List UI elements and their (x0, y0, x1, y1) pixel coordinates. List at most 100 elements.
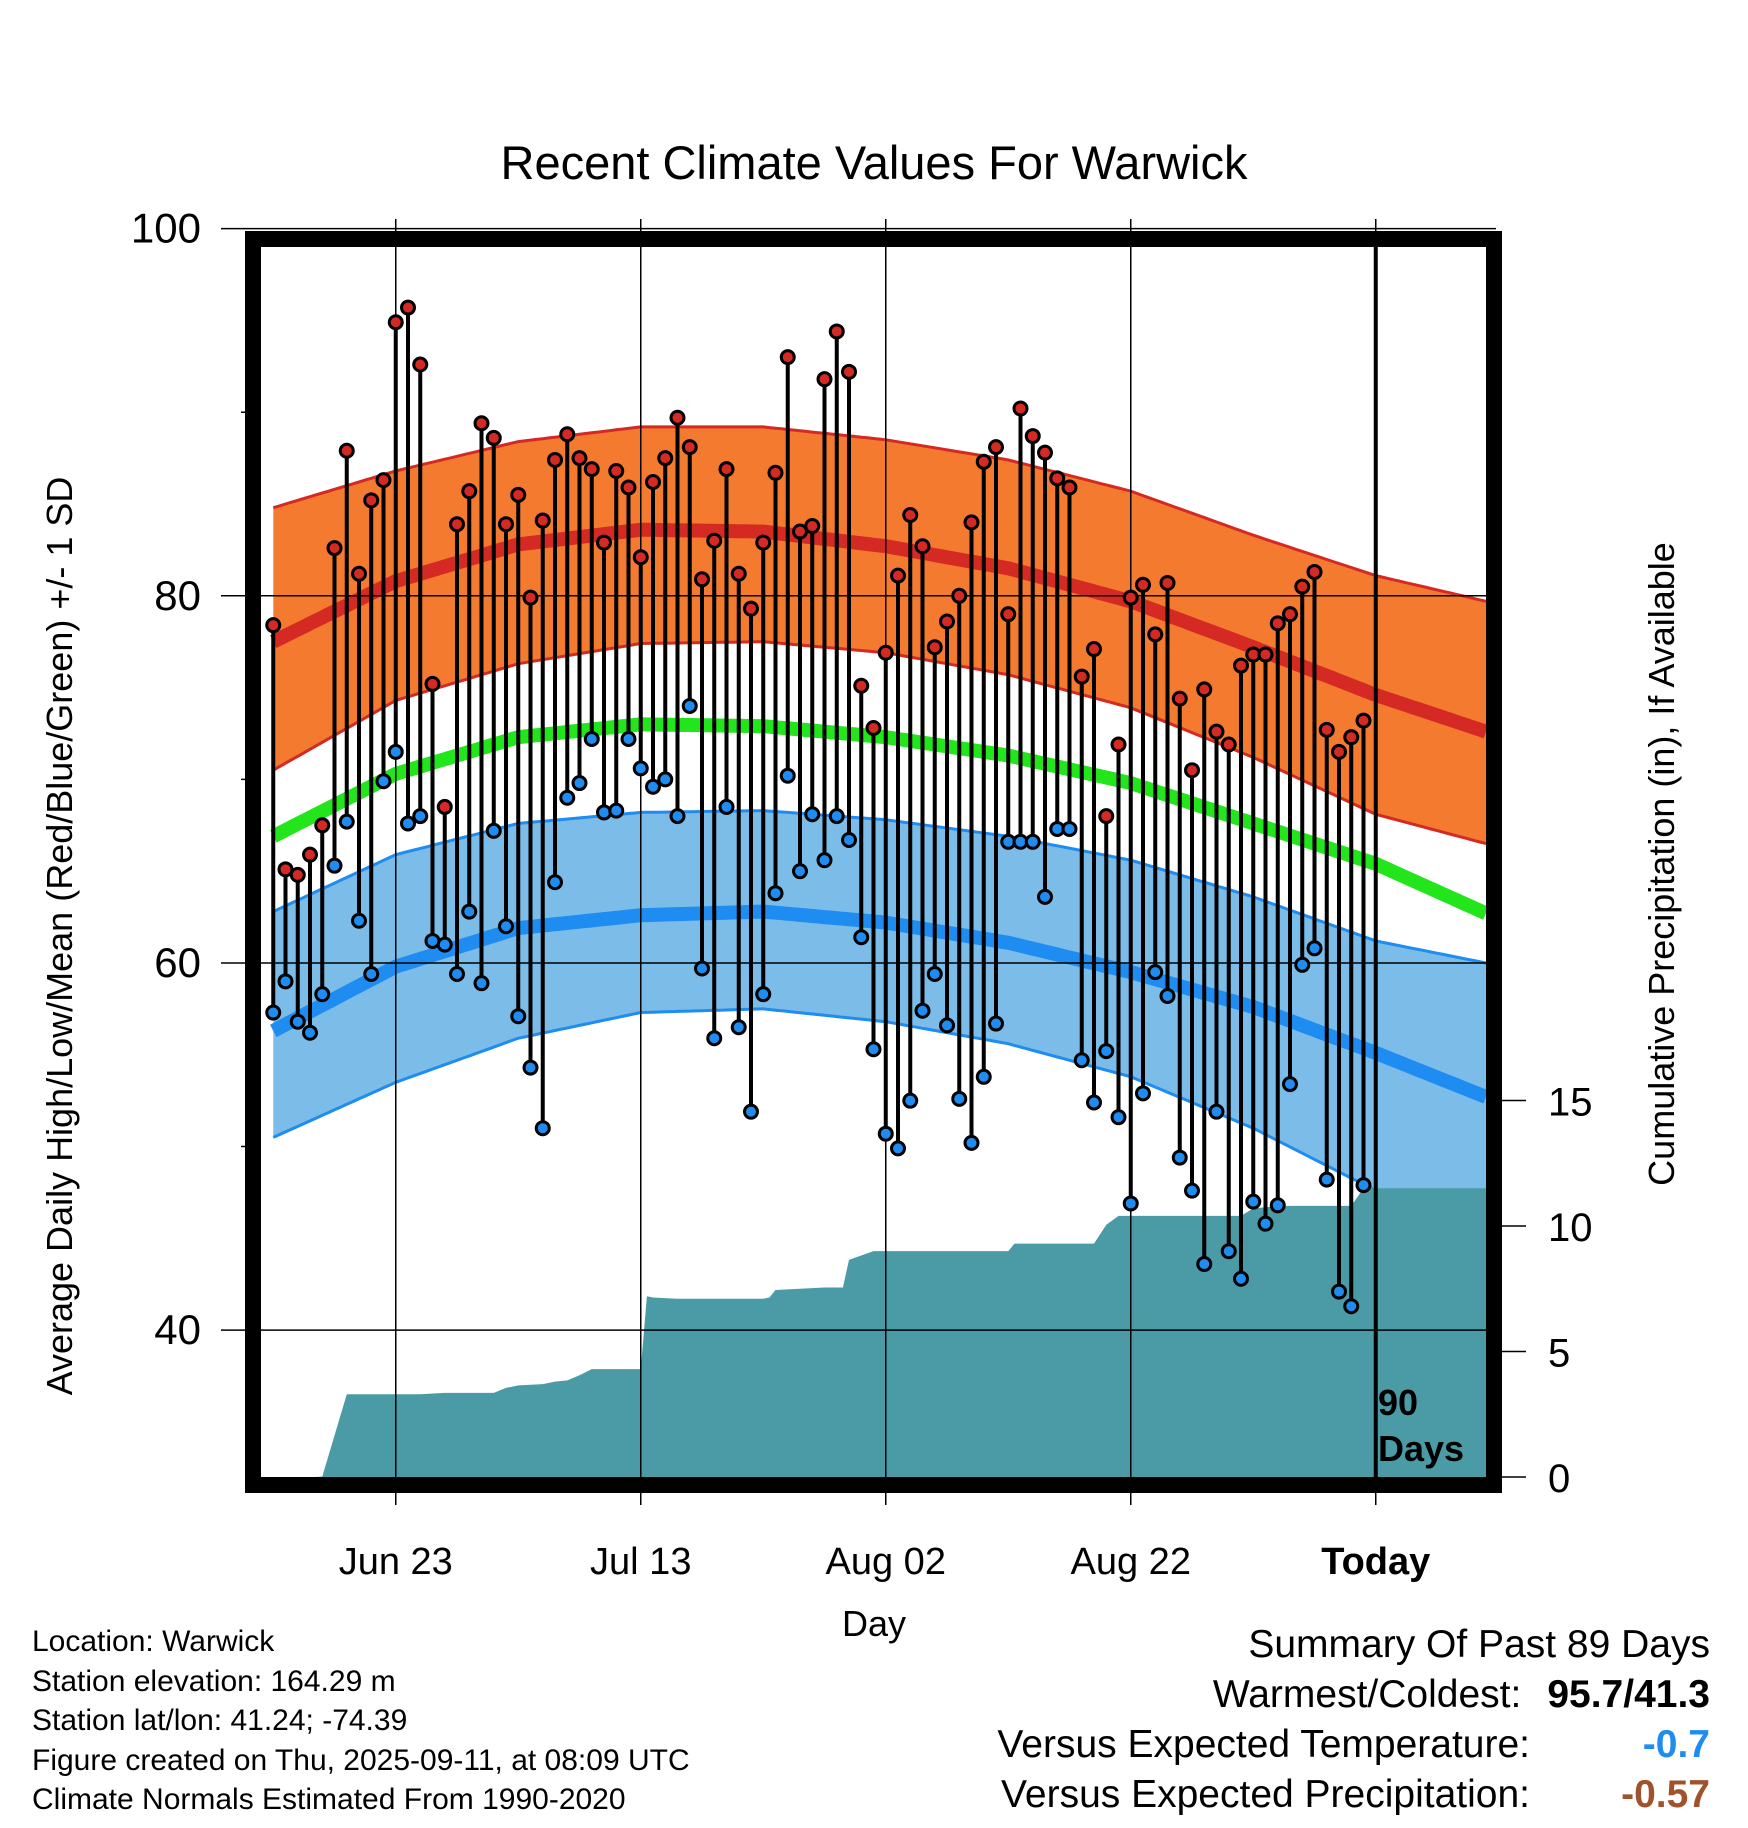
chart-overlay: 40 60 80 100 0 5 10 15 Jun 23 Jul 13 Aug 02 Aug 22 T… (131, 205, 1593, 1583)
daily-high-point (1269, 615, 1286, 632)
station-location: Location: Warwick (32, 1625, 275, 1658)
daily-low-point (302, 1024, 318, 1041)
daily-low-point (1122, 1195, 1139, 1212)
daily-high-point (485, 429, 502, 446)
daily-high-point (1208, 723, 1225, 740)
summary-warm-cold-row: Warmest/Coldest: 95.7/41.3 (997, 1670, 1710, 1720)
daily-high-point (1331, 743, 1347, 760)
daily-low-point (804, 806, 821, 823)
daily-low-point (547, 874, 563, 891)
daily-high-point (1343, 729, 1360, 746)
daily-high-point (767, 464, 784, 481)
daily-low-point (743, 1103, 759, 1120)
daily-low-point (902, 1092, 919, 1109)
x-tick-label: Jun 23 (339, 1541, 453, 1583)
daily-low-point (694, 960, 710, 977)
daily-high-point (1037, 444, 1053, 461)
daily-high-point (890, 567, 906, 584)
daily-low-point (461, 903, 478, 920)
daily-low-point (400, 815, 416, 832)
chart-title: Recent Climate Values For Warwick (501, 136, 1248, 189)
daily-low-point (1147, 964, 1164, 981)
daily-low-point (1086, 1094, 1102, 1111)
daily-low-point (1196, 1256, 1213, 1273)
daily-high-point (436, 798, 453, 815)
summary-panel: Summary Of Past 89 Days Warmest/Coldest:… (997, 1620, 1710, 1820)
figure-created: Figure created on Thu, 2025-09-11, at 08… (32, 1743, 690, 1777)
daily-high-point (314, 817, 331, 834)
daily-high-point (498, 516, 514, 533)
y2-tick-label: 5 (1548, 1331, 1570, 1375)
daily-high-point (681, 439, 698, 456)
daily-high-point (1294, 578, 1311, 595)
daily-high-point (510, 486, 527, 503)
daily-high-point (289, 866, 306, 883)
daily-low-point (988, 1015, 1004, 1032)
daily-high-point (1122, 589, 1139, 606)
daily-high-point (1257, 646, 1274, 663)
daily-low-point (1294, 956, 1311, 973)
daily-high-point (669, 409, 686, 426)
daily-high-point (449, 516, 465, 533)
daily-high-point (1233, 657, 1249, 674)
low-sd-band-lower-edge (272, 1007, 1486, 1257)
daily-high-point (853, 677, 870, 694)
y2-tick-label: 10 (1548, 1206, 1593, 1250)
station-latlon: Station lat/lon: 41.24; -74.39 (32, 1704, 408, 1737)
daily-high-point (902, 507, 919, 524)
daily-low-point (963, 1134, 980, 1151)
daily-high-point (1196, 681, 1213, 698)
daily-high-point (939, 613, 955, 630)
daily-high-point (534, 512, 551, 529)
precip-anomaly-label: Versus Expected Precipitation: (1001, 1773, 1530, 1816)
daily-high-point (1159, 574, 1176, 591)
x-tick-label: Aug 02 (826, 1541, 946, 1583)
daily-low-point (289, 1013, 306, 1030)
daily-low-point (1245, 1193, 1262, 1210)
plot-area (261, 425, 1486, 1477)
daily-low-point (767, 885, 784, 902)
daily-high-point (706, 532, 723, 549)
y-tick-label: 80 (154, 572, 201, 619)
daily-low-point (1220, 1243, 1237, 1260)
daily-high-point (571, 450, 588, 467)
daily-low-point (277, 973, 294, 990)
x-axis-label: Day (842, 1603, 906, 1644)
x-tick-label: Aug 22 (1071, 1541, 1191, 1583)
daily-low-point (841, 831, 857, 848)
today-marker-label-days: Days (1378, 1428, 1464, 1469)
daily-high-point (657, 450, 674, 467)
daily-low-point (816, 852, 833, 869)
daily-high-point (841, 363, 857, 380)
normal-mean-line (270, 717, 1486, 920)
daily-low-point (338, 813, 355, 830)
daily-low-point (1331, 1283, 1347, 1300)
daily-low-point (669, 808, 686, 825)
precip-anomaly-value: -0.57 (1621, 1773, 1710, 1816)
daily-low-point (1037, 888, 1053, 905)
daily-high-point (1110, 736, 1127, 753)
daily-high-point (645, 473, 661, 490)
y-tick-label: 100 (131, 205, 201, 252)
normal-high-line (270, 522, 1486, 739)
daily-low-point (1098, 1043, 1115, 1060)
daily-low-point (706, 1030, 723, 1047)
daily-high-point (363, 492, 380, 509)
daily-low-point (657, 771, 674, 788)
daily-high-point (1098, 808, 1115, 825)
daily-low-point (792, 863, 808, 880)
daily-low-point (779, 767, 796, 784)
daily-low-point (436, 936, 453, 953)
daily-high-point (877, 644, 894, 661)
temp-anomaly-label: Versus Expected Temperature: (997, 1723, 1530, 1766)
daily-low-point (620, 731, 637, 747)
daily-high-point (387, 314, 404, 331)
daily-low-point (828, 808, 845, 825)
daily-low-point (498, 918, 514, 935)
daily-low-point (583, 731, 600, 747)
daily-low-point (951, 1090, 968, 1107)
daily-high-point (400, 299, 416, 316)
daily-low-point (265, 1004, 282, 1021)
daily-low-point (877, 1125, 894, 1142)
x-tick-label: Today (1321, 1541, 1430, 1583)
